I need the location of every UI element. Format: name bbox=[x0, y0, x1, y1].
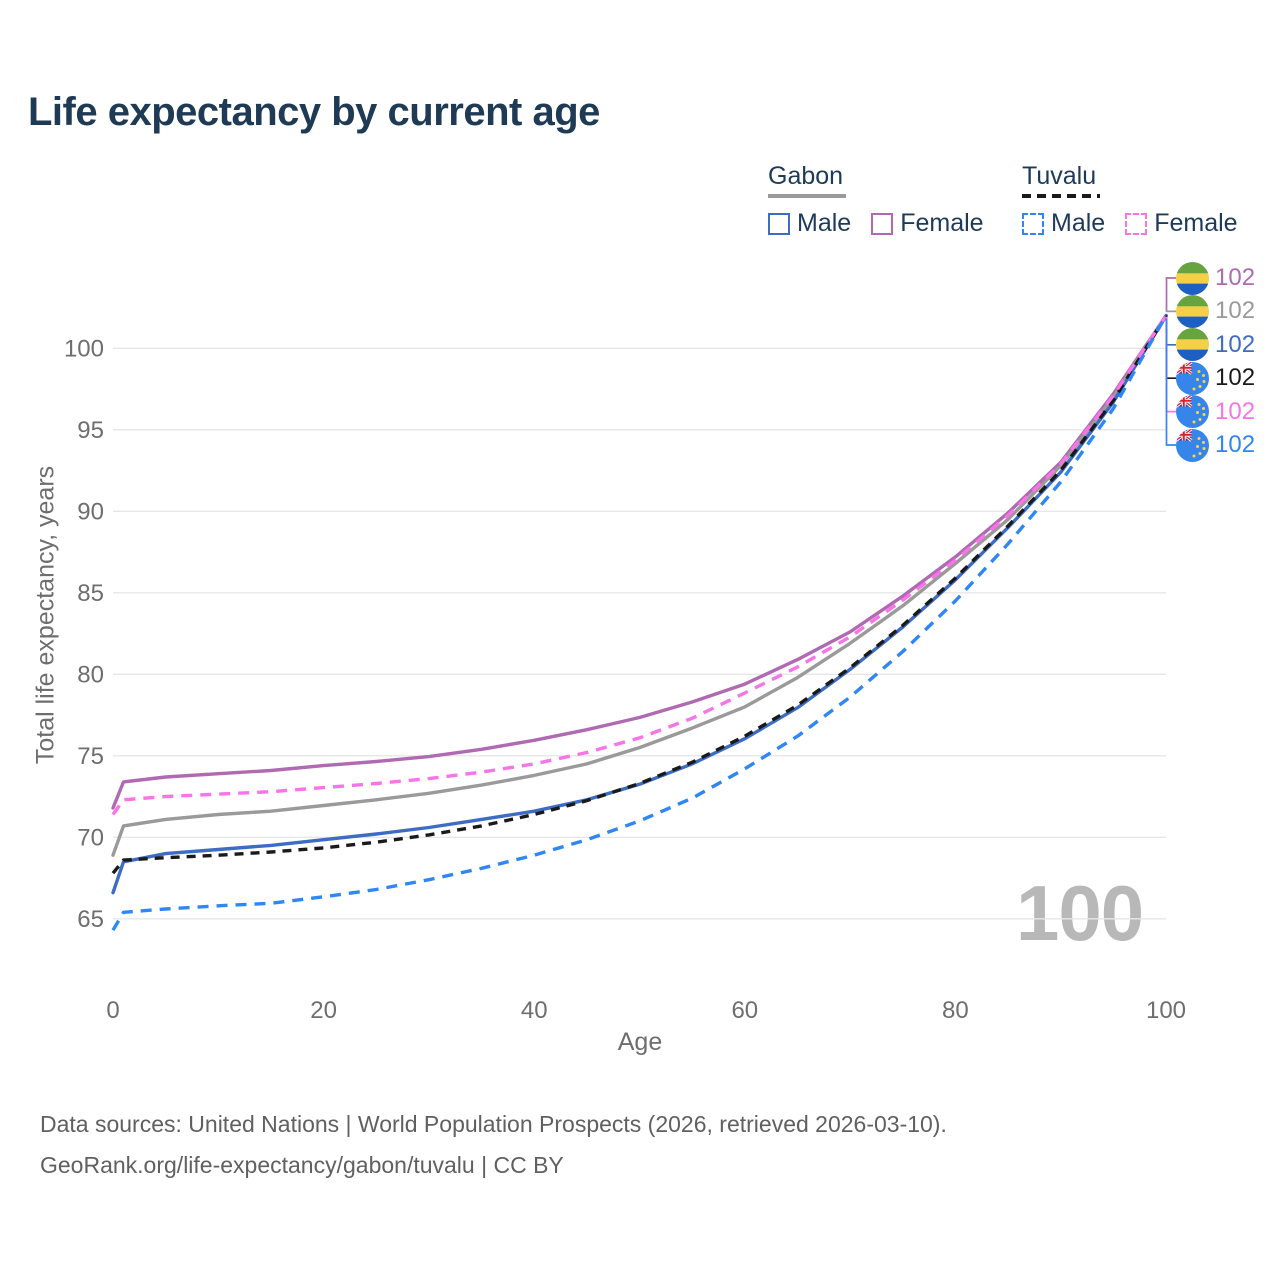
footer: Data sources: United Nations | World Pop… bbox=[40, 1104, 947, 1186]
y-tick-label: 90 bbox=[77, 498, 104, 525]
gabon-flag-icon bbox=[1176, 328, 1209, 362]
gabon-flag-icon bbox=[1176, 261, 1209, 295]
series-end-label-gabon-female: 102 bbox=[1176, 261, 1256, 295]
tuvalu-female-swatch-icon bbox=[1125, 212, 1148, 235]
legend-gabon-label[interactable]: Gabon bbox=[768, 162, 844, 190]
y-tick-label: 70 bbox=[77, 824, 104, 851]
series-end-label-tuvalu-male: 102 bbox=[1176, 428, 1256, 462]
series-line-gabon-female[interactable] bbox=[111, 314, 1168, 810]
legend-group-gabon: Gabon Male Female bbox=[768, 162, 984, 238]
y-tick-label: 95 bbox=[77, 417, 104, 444]
series-line-tuvalu-both-sexes[interactable] bbox=[111, 314, 1168, 875]
legend-item-label: Male bbox=[797, 209, 852, 237]
legend-item-gabon-female[interactable]: Female bbox=[871, 209, 984, 238]
series-end-label-gabon-both-sexes: 102 bbox=[1176, 294, 1256, 328]
x-tick-label: 40 bbox=[521, 997, 548, 1024]
series-end-value: 102 bbox=[1215, 297, 1256, 325]
y-tick-label: 85 bbox=[77, 580, 104, 607]
end-label-leader-line bbox=[1165, 277, 1176, 311]
end-label-leader-line bbox=[1165, 318, 1176, 446]
x-axis-title: Age bbox=[617, 1028, 663, 1056]
gabon-flag-icon bbox=[1176, 294, 1209, 328]
series-line-gabon-both-sexes[interactable] bbox=[111, 314, 1168, 857]
legend-tuvalu-line-swatch bbox=[1022, 194, 1100, 198]
legend-item-label: Female bbox=[1154, 209, 1238, 237]
gabon-female-swatch-icon bbox=[871, 212, 894, 235]
series-end-value: 102 bbox=[1215, 330, 1256, 358]
series-end-value: 102 bbox=[1215, 364, 1256, 392]
y-tick-label: 75 bbox=[77, 743, 104, 770]
legend-item-label: Female bbox=[900, 209, 984, 237]
x-tick-label: 60 bbox=[731, 997, 758, 1024]
age-counter-watermark: 100 bbox=[1016, 869, 1144, 957]
series-end-value: 102 bbox=[1215, 264, 1256, 291]
legend-item-gabon-male[interactable]: Male bbox=[768, 209, 851, 238]
legend-item-label: Male bbox=[1051, 209, 1106, 237]
legend-item-tuvalu-male[interactable]: Male bbox=[1022, 209, 1105, 238]
chart-title: Life expectancy by current age bbox=[28, 90, 600, 134]
y-tick-label: 80 bbox=[77, 661, 104, 688]
tuvalu-flag-icon bbox=[1176, 428, 1209, 462]
end-label-leader-line bbox=[1165, 313, 1176, 346]
series-line-gabon-male[interactable] bbox=[111, 314, 1168, 895]
tuvalu-flag-icon bbox=[1176, 395, 1209, 429]
footer-link: GeoRank.org/life-expectancy/gabon/tuvalu… bbox=[40, 1152, 564, 1178]
legend-gabon-line-swatch bbox=[768, 194, 846, 198]
x-tick-label: 80 bbox=[942, 997, 969, 1024]
x-tick-label: 100 bbox=[1146, 997, 1186, 1024]
series-line-tuvalu-female[interactable] bbox=[111, 314, 1168, 816]
series-end-label-tuvalu-both-sexes: 102 bbox=[1176, 361, 1256, 395]
x-tick-label: 20 bbox=[310, 997, 337, 1024]
y-tick-label: 100 bbox=[64, 335, 104, 362]
series-end-label-tuvalu-female: 102 bbox=[1176, 395, 1256, 429]
legend-tuvalu-label[interactable]: Tuvalu bbox=[1022, 162, 1097, 190]
end-label-leader-line bbox=[1165, 316, 1176, 413]
gabon-male-swatch-icon bbox=[768, 212, 790, 235]
end-label-leader-line bbox=[1165, 310, 1176, 313]
legend-group-tuvalu: Tuvalu Male Female bbox=[1022, 162, 1238, 238]
series-end-label-gabon-male: 102 bbox=[1176, 328, 1256, 362]
end-label-leader-line bbox=[1165, 315, 1176, 380]
x-tick-label: 0 bbox=[106, 997, 119, 1024]
tuvalu-flag-icon bbox=[1176, 361, 1209, 395]
series-end-value: 102 bbox=[1215, 431, 1256, 458]
series-line-tuvalu-male[interactable] bbox=[111, 314, 1168, 932]
legend-item-tuvalu-female[interactable]: Female bbox=[1125, 209, 1238, 238]
tuvalu-male-swatch-icon bbox=[1022, 212, 1044, 235]
y-tick-label: 65 bbox=[77, 906, 104, 933]
footer-sources: Data sources: United Nations | World Pop… bbox=[40, 1111, 947, 1137]
series-end-value: 102 bbox=[1215, 397, 1256, 425]
